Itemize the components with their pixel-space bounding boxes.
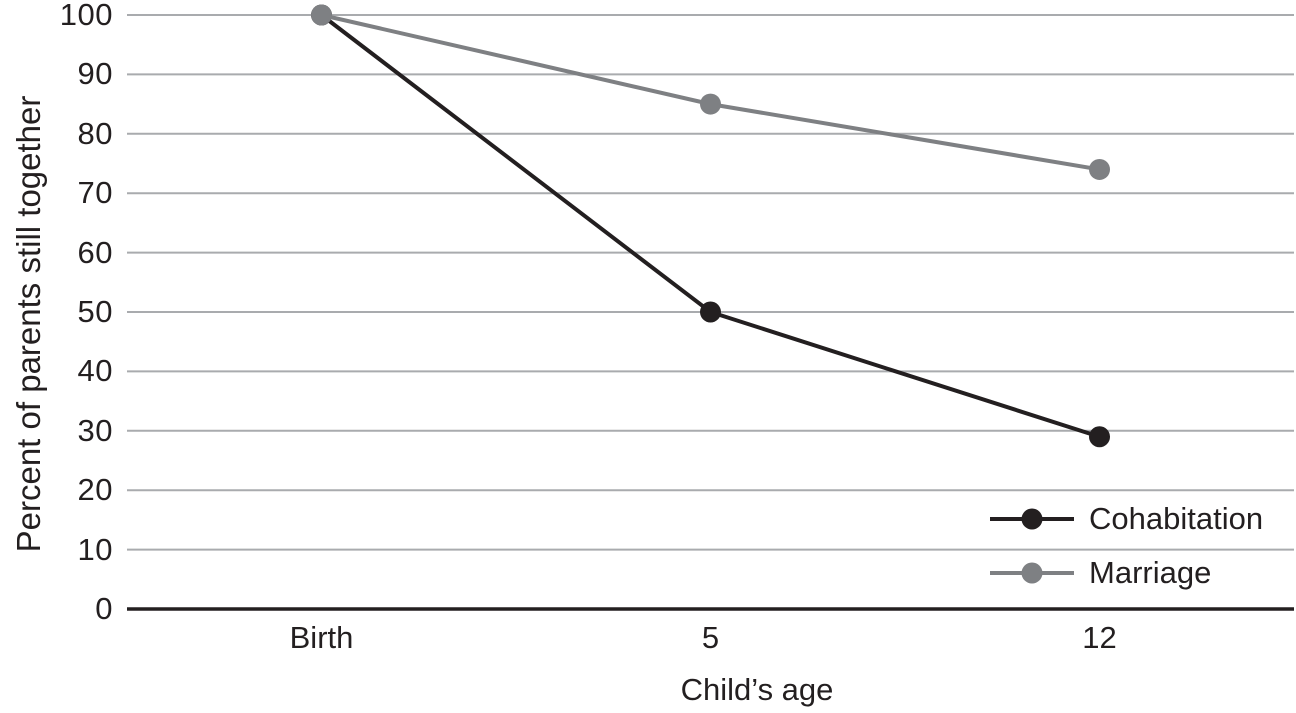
y-tick-label: 80 <box>77 115 113 151</box>
y-tick-label: 70 <box>77 175 113 211</box>
y-axis-title: Percent of parents still together <box>10 95 47 553</box>
series-line-cohabitation <box>320 13 1101 439</box>
x-tick-label: 5 <box>701 620 720 655</box>
y-tick-label: 60 <box>77 234 113 270</box>
data-point-cohabitation <box>700 301 721 323</box>
y-tick-label: 90 <box>77 56 113 92</box>
x-axis-title: Child’s age <box>680 672 834 707</box>
series-line-marriage <box>321 13 1100 172</box>
legend-item-marriage: Marriage <box>990 546 1263 600</box>
y-tick-label: 30 <box>77 412 113 448</box>
legend-label-cohabitation: Cohabitation <box>1089 501 1264 536</box>
data-point-marriage <box>311 4 332 26</box>
y-tick-label: 40 <box>77 353 113 389</box>
legend-label-marriage: Marriage <box>1089 555 1212 590</box>
legend-item-cohabitation: Cohabitation <box>990 492 1263 546</box>
data-point-cohabitation <box>1089 426 1110 448</box>
y-tick-label: 100 <box>59 0 113 32</box>
marriage-line-marker-icon <box>990 562 1074 584</box>
x-tick-label: Birth <box>289 620 354 655</box>
data-point-marriage <box>700 93 721 115</box>
data-point-marriage <box>1089 158 1110 180</box>
cohabitation-line-marker-icon <box>990 508 1074 530</box>
y-tick-label: 50 <box>77 294 113 329</box>
x-tick-label: 12 <box>1082 620 1117 655</box>
legend: Cohabitation Marriage <box>990 492 1263 600</box>
y-tick-label: 10 <box>77 531 113 567</box>
y-tick-label: 20 <box>77 472 113 508</box>
y-tick-label: 0 <box>95 591 113 626</box>
